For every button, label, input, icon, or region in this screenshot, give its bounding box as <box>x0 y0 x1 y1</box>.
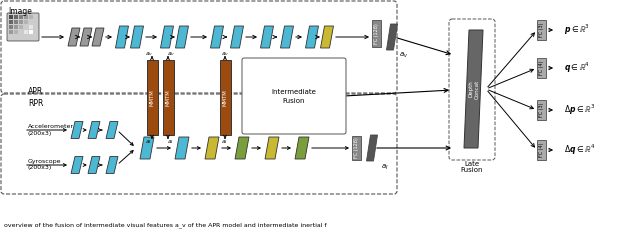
Bar <box>147 60 158 135</box>
Polygon shape <box>80 28 92 46</box>
Bar <box>24 15 28 19</box>
Text: Accelerometer: Accelerometer <box>28 124 74 128</box>
Polygon shape <box>367 135 378 161</box>
Bar <box>9 30 13 34</box>
Bar <box>19 30 23 34</box>
Text: $\Delta\boldsymbol{q} \in \mathbb{R}^4$: $\Delta\boldsymbol{q} \in \mathbb{R}^4$ <box>564 143 595 157</box>
Bar <box>29 25 33 29</box>
Text: $a_v$: $a_v$ <box>167 50 175 58</box>
Bar <box>24 25 28 29</box>
Polygon shape <box>305 26 319 48</box>
Text: $a_v$: $a_v$ <box>399 50 408 60</box>
Polygon shape <box>295 137 309 159</box>
Text: $\Delta\boldsymbol{p} \in \mathbb{R}^3$: $\Delta\boldsymbol{p} \in \mathbb{R}^3$ <box>564 103 595 117</box>
Polygon shape <box>205 137 219 159</box>
Bar <box>14 15 18 19</box>
Bar <box>537 20 546 40</box>
Polygon shape <box>211 26 223 48</box>
Polygon shape <box>131 26 143 48</box>
Text: overview of the fusion of intermediate visual features a_v of the APR model and : overview of the fusion of intermediate v… <box>4 222 326 228</box>
Text: $a_I$: $a_I$ <box>168 138 175 146</box>
Polygon shape <box>161 26 173 48</box>
Bar <box>9 15 13 19</box>
Text: FC (128): FC (128) <box>354 138 359 158</box>
Bar <box>14 20 18 24</box>
Polygon shape <box>235 137 249 159</box>
Text: $a_v$: $a_v$ <box>145 50 153 58</box>
FancyBboxPatch shape <box>242 58 346 134</box>
Polygon shape <box>175 26 189 48</box>
Text: Fusion: Fusion <box>283 98 305 104</box>
Polygon shape <box>321 26 333 48</box>
Text: MMTM: MMTM <box>150 89 154 106</box>
Text: (200x3): (200x3) <box>28 165 52 170</box>
Bar <box>537 58 546 78</box>
Bar <box>14 25 18 29</box>
Text: (200x3): (200x3) <box>28 131 52 136</box>
Polygon shape <box>106 156 118 173</box>
Text: FC (3): FC (3) <box>539 23 544 37</box>
Polygon shape <box>88 156 100 173</box>
Polygon shape <box>230 26 243 48</box>
Bar <box>19 15 23 19</box>
Polygon shape <box>387 24 397 50</box>
Bar <box>19 25 23 29</box>
Text: FC (4): FC (4) <box>539 61 544 75</box>
Text: Image: Image <box>8 7 32 16</box>
Polygon shape <box>71 122 83 139</box>
Polygon shape <box>140 137 154 159</box>
Bar <box>163 60 174 135</box>
Text: MMTM: MMTM <box>223 89 227 106</box>
Text: Gyroscope: Gyroscope <box>28 158 61 164</box>
Text: RPR: RPR <box>28 98 44 107</box>
Bar <box>29 20 33 24</box>
Bar <box>9 25 13 29</box>
Text: $a_I$: $a_I$ <box>145 138 152 146</box>
Text: APR: APR <box>28 86 44 95</box>
Bar <box>24 30 28 34</box>
Bar <box>24 20 28 24</box>
Bar <box>14 30 18 34</box>
Bar <box>9 20 13 24</box>
Bar <box>537 140 546 160</box>
Bar <box>29 15 33 19</box>
Polygon shape <box>68 28 80 46</box>
Text: $\boldsymbol{p} \in \mathbb{R}^3$: $\boldsymbol{p} \in \mathbb{R}^3$ <box>564 23 590 37</box>
Text: $a_v$: $a_v$ <box>221 50 229 58</box>
Text: $a_I$: $a_I$ <box>381 162 388 172</box>
Polygon shape <box>175 137 189 159</box>
Bar <box>352 136 361 160</box>
Text: FC (3): FC (3) <box>539 103 544 117</box>
Bar <box>19 20 23 24</box>
Polygon shape <box>92 28 104 46</box>
FancyBboxPatch shape <box>7 13 39 41</box>
Bar <box>29 30 33 34</box>
Polygon shape <box>115 26 129 48</box>
Polygon shape <box>71 156 83 173</box>
Polygon shape <box>464 30 483 148</box>
Text: Depth
Concat: Depth Concat <box>468 79 479 99</box>
Polygon shape <box>88 122 100 139</box>
Bar <box>372 20 381 47</box>
Text: FC (128): FC (128) <box>374 23 379 44</box>
Text: FC (4): FC (4) <box>539 143 544 157</box>
Bar <box>537 100 546 120</box>
Polygon shape <box>106 122 118 139</box>
Bar <box>220 60 231 135</box>
Polygon shape <box>260 26 273 48</box>
Text: $a_I$: $a_I$ <box>221 138 228 146</box>
Text: MMTM: MMTM <box>166 89 170 106</box>
Text: $\boldsymbol{q} \in \mathbb{R}^4$: $\boldsymbol{q} \in \mathbb{R}^4$ <box>564 61 590 75</box>
Polygon shape <box>265 137 279 159</box>
Text: Late
Fusion: Late Fusion <box>461 161 483 173</box>
Polygon shape <box>280 26 294 48</box>
Text: Intermediate: Intermediate <box>271 89 316 95</box>
